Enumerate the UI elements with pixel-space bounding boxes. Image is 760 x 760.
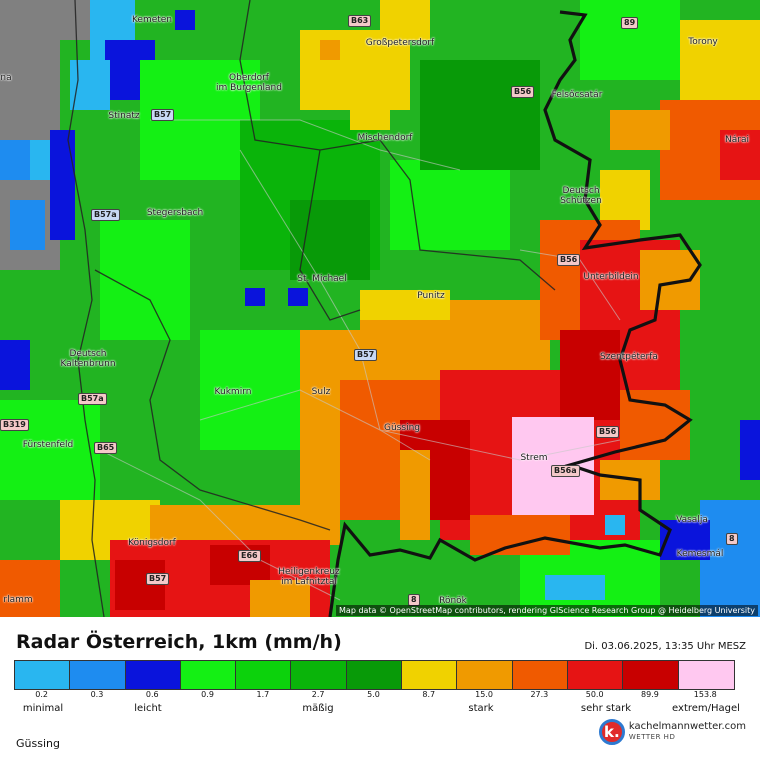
place-label: Königsdorf (128, 538, 176, 548)
legend-swatch (125, 661, 181, 689)
legend-value: 1.7 (256, 690, 270, 699)
legend-swatch (346, 661, 403, 689)
place-label: rlamm (3, 595, 33, 605)
chart-title: Radar Österreich, 1km (mm/h) (16, 631, 342, 653)
map-attribution: Map data © OpenStreetMap contributors, r… (336, 605, 758, 616)
place-label: Deutsch Kaltenbrunn (60, 349, 116, 369)
road-shield: B57a (91, 209, 120, 221)
place-label: Kemesmál (676, 549, 724, 559)
legend-value: 8.7 (422, 690, 436, 699)
road-shield: B57 (146, 573, 170, 585)
road-shield: B56 (511, 86, 535, 98)
brand-logo[interactable]: k. kachelmannwetter.com WETTER HD (598, 719, 746, 745)
legend-category: leicht (134, 703, 162, 714)
place-label: Vasalja (676, 515, 708, 525)
road-shield: B57a (78, 393, 107, 405)
place-label: Oberdorf im Burgenland (216, 73, 282, 93)
color-legend (14, 660, 735, 690)
place-label: na (0, 73, 12, 83)
legend-swatch (678, 661, 734, 689)
legend-footer: Radar Österreich, 1km (mm/h) Di. 03.06.2… (0, 617, 760, 760)
place-label: Szentpéterfa (600, 352, 658, 362)
legend-value: 5.0 (367, 690, 380, 699)
legend-value: 89.9 (641, 690, 659, 699)
legend-value: 2.7 (311, 690, 325, 699)
road-shield: B56 (557, 254, 581, 266)
place-label: Stinatz (108, 111, 140, 121)
place-label: Torony (688, 37, 718, 47)
road-shield: B57 (151, 109, 175, 121)
legend-value: 0.2 (35, 690, 49, 699)
legend-category: extrem/Hagel (672, 703, 740, 714)
legend-value: 27.3 (530, 690, 549, 699)
road-shield: E66 (238, 550, 261, 562)
place-label: Punitz (417, 291, 445, 301)
radar-layer (0, 0, 760, 617)
legend-swatch (512, 661, 568, 689)
place-label: Deutsch Schützen (560, 186, 602, 206)
place-label: Unterbildein (583, 272, 639, 282)
place-label: Strem (520, 453, 548, 463)
road-shield: B65 (94, 442, 118, 454)
place-label: Kemeten (131, 15, 173, 25)
radar-map[interactable]: Kemeten Großpetersdorf Oberdorf im Burge… (0, 0, 760, 617)
place-label: Güssing (384, 423, 420, 433)
legend-category: mäßig (302, 703, 334, 714)
legend-swatch (402, 661, 458, 689)
legend-swatch (623, 661, 679, 689)
road-shield: B63 (348, 15, 372, 27)
legend-category: stark (468, 703, 494, 714)
place-label: Großpetersdorf (365, 38, 435, 48)
place-label: Fürstenfeld (22, 440, 74, 450)
legend-value: 153.8 (693, 690, 717, 699)
road-shield: 8 (726, 533, 738, 545)
legend-swatch (291, 661, 347, 689)
road-shield: B56a (551, 465, 580, 477)
legend-swatch (180, 661, 237, 689)
place-label: Nárai (725, 135, 749, 145)
place-label: Felsőcsatár (551, 90, 603, 100)
legend-value: 15.0 (475, 690, 493, 699)
legend-category: minimal (22, 703, 64, 714)
road-shield: B57 (354, 349, 378, 361)
legend-swatch (236, 661, 292, 689)
place-label: St. Michael (297, 274, 347, 284)
legend-swatch (70, 661, 126, 689)
place-label: Sulz (311, 387, 331, 397)
legend-swatch (457, 661, 513, 689)
brand-name: kachelmannwetter.com (628, 721, 746, 732)
place-label: Kukmirn (214, 387, 252, 397)
location-name: Güssing (16, 737, 60, 750)
brand-subtitle: WETTER HD (628, 733, 676, 741)
place-label: Rönök (439, 596, 467, 606)
legend-swatch (15, 661, 71, 689)
legend-swatch (567, 661, 624, 689)
road-shield: B319 (0, 419, 29, 431)
kachelmann-logo-icon: k. (598, 719, 625, 745)
place-label: Heiligenkreuz im Lafnitztal (278, 567, 340, 587)
legend-value: 0.3 (90, 690, 104, 699)
legend-value: 0.9 (201, 690, 214, 699)
legend-category: sehr stark (580, 703, 632, 714)
place-label: Stegersbach (146, 208, 204, 218)
legend-value: 0.6 (145, 690, 159, 699)
timestamp: Di. 03.06.2025, 13:35 Uhr MESZ (584, 641, 746, 652)
road-shield: B56 (596, 426, 620, 438)
road-shield: 89 (621, 17, 639, 29)
legend-value: 50.0 (585, 690, 604, 699)
place-label: Mischendorf (357, 133, 413, 143)
